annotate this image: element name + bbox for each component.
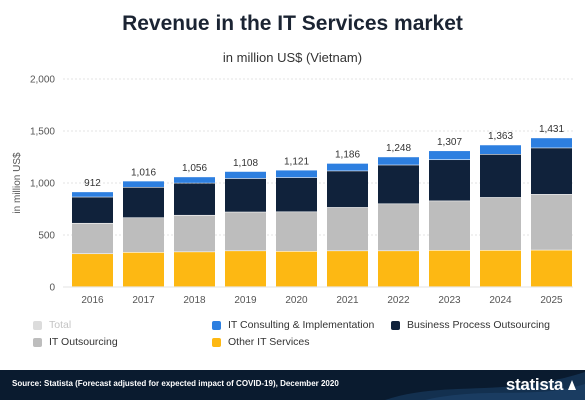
y-tick-label: 1,500 xyxy=(30,127,55,138)
bar-segment xyxy=(72,192,113,197)
bar-segment xyxy=(327,207,368,251)
bar-segment xyxy=(72,254,113,287)
total-data-label: 1,248 xyxy=(386,143,411,154)
bar-segment xyxy=(429,250,470,287)
bar-segment xyxy=(123,218,164,253)
x-tick-label: 2018 xyxy=(183,295,206,306)
total-data-label: 1,307 xyxy=(437,137,462,148)
bar-segment xyxy=(225,251,266,287)
bar-segment xyxy=(429,160,470,201)
bar-segment xyxy=(225,178,266,212)
footer-bar: Source: Statista (Forecast adjusted for … xyxy=(0,370,585,400)
total-data-label: 912 xyxy=(84,178,101,189)
bar-segment xyxy=(225,212,266,251)
x-tick-label: 2024 xyxy=(489,295,512,306)
y-tick-label: 500 xyxy=(38,231,55,242)
total-data-label: 1,121 xyxy=(284,156,309,167)
statista-logo[interactable]: statista xyxy=(505,375,563,394)
statista-logo-icon xyxy=(568,380,576,390)
x-tick-label: 2021 xyxy=(336,295,359,306)
source-note: Source: Statista (Forecast adjusted for … xyxy=(12,379,339,388)
bar-segment xyxy=(378,204,419,251)
bar-segment xyxy=(327,251,368,287)
chart-title: Revenue in the IT Services market xyxy=(122,12,463,35)
bar-segment xyxy=(123,187,164,218)
bar-segment xyxy=(480,145,521,155)
bar-segment xyxy=(480,154,521,198)
total-data-label: 1,363 xyxy=(488,131,513,142)
y-tick-label: 2,000 xyxy=(30,75,55,86)
bar-segment xyxy=(276,177,317,212)
bar-segment xyxy=(72,197,113,223)
x-tick-label: 2016 xyxy=(81,295,104,306)
bar-segment xyxy=(276,212,317,252)
bar-segment xyxy=(123,181,164,187)
bar-segment xyxy=(429,201,470,250)
y-tick-label: 1,000 xyxy=(30,179,55,190)
bar-segment xyxy=(174,252,215,287)
total-data-label: 1,108 xyxy=(233,158,258,169)
total-data-label: 1,016 xyxy=(131,167,156,178)
bar-segment xyxy=(531,194,572,250)
bar-segment xyxy=(327,163,368,171)
bar-segment xyxy=(378,157,419,165)
bar-segment xyxy=(429,151,470,160)
bar-segment xyxy=(480,250,521,287)
bar-segment xyxy=(480,197,521,250)
bar-segment xyxy=(174,215,215,252)
bar-segment xyxy=(174,177,215,183)
x-tick-label: 2022 xyxy=(387,295,410,306)
bar-segment xyxy=(378,165,419,204)
bar-segment xyxy=(327,171,368,208)
bar-segment xyxy=(378,251,419,287)
bar-segment xyxy=(276,251,317,287)
total-data-label: 1,186 xyxy=(335,150,360,161)
bar-segment xyxy=(531,138,572,148)
footer-wave-decoration xyxy=(385,372,585,400)
bar-segment xyxy=(225,171,266,179)
bar-segment xyxy=(531,148,572,195)
bar-segment xyxy=(123,252,164,287)
x-tick-label: 2025 xyxy=(540,295,563,306)
x-tick-label: 2023 xyxy=(438,295,461,306)
x-tick-label: 2019 xyxy=(234,295,257,306)
total-data-label: 1,056 xyxy=(182,163,207,174)
total-data-label: 1,431 xyxy=(539,124,564,135)
y-tick-label: 0 xyxy=(49,283,55,294)
bar-segment xyxy=(276,170,317,178)
chart-subtitle: in million US$ (Vietnam) xyxy=(222,50,363,65)
bar-segment xyxy=(72,223,113,254)
y-axis-label: in million US$ xyxy=(12,152,23,214)
x-tick-label: 2017 xyxy=(132,295,155,306)
bar-segment xyxy=(174,183,215,215)
bar-segment xyxy=(531,250,572,287)
x-tick-label: 2020 xyxy=(285,295,308,306)
